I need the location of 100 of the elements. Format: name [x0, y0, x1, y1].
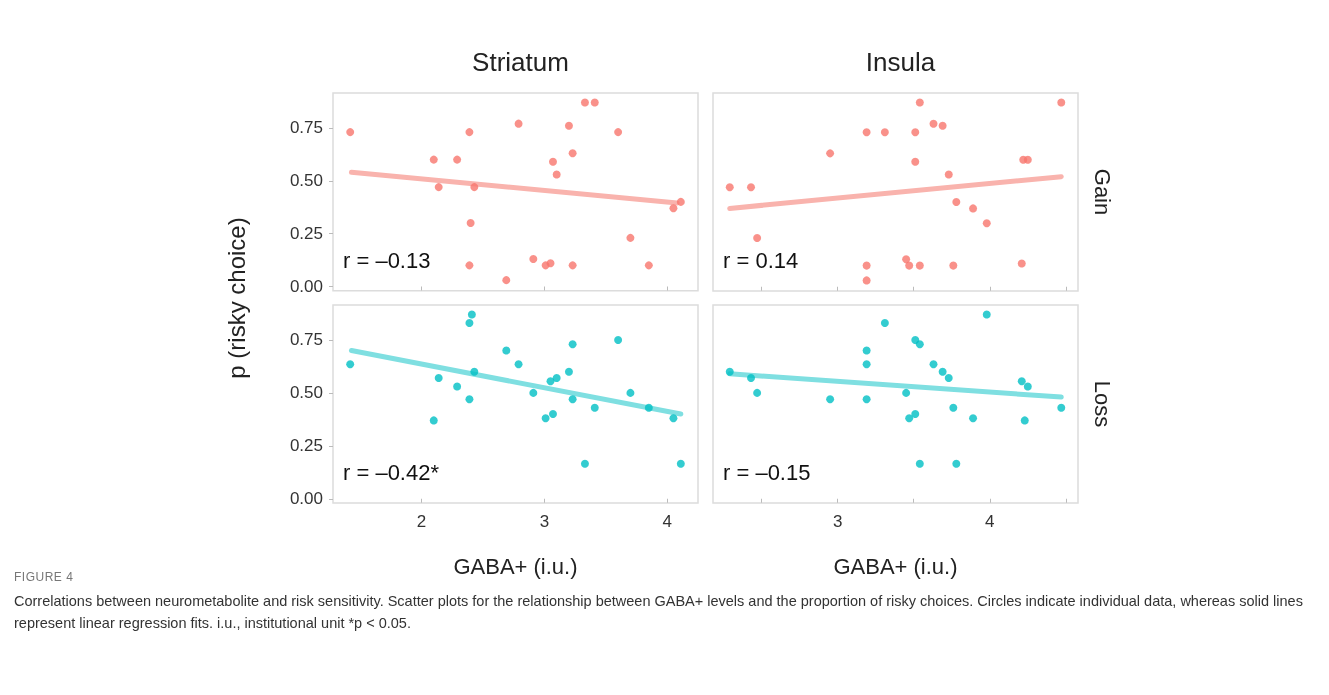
point [915, 459, 924, 468]
y-tick-label: 0.50 [289, 383, 323, 403]
y-tick-label: 0.75 [289, 118, 323, 138]
point [862, 261, 871, 270]
point [529, 388, 538, 397]
point [1057, 403, 1066, 412]
point [580, 459, 589, 468]
point [902, 388, 911, 397]
point [590, 403, 599, 412]
point [669, 414, 678, 423]
point [880, 319, 889, 327]
point [568, 149, 577, 158]
point [465, 261, 474, 270]
point [514, 360, 523, 369]
point [453, 155, 462, 164]
point [929, 119, 938, 128]
point [952, 198, 961, 207]
point [725, 183, 734, 192]
point [753, 388, 762, 397]
point [568, 395, 577, 404]
y-tick-label: 0.00 [289, 277, 323, 296]
point [905, 261, 914, 270]
point [1057, 98, 1066, 107]
point [548, 157, 557, 166]
point [862, 360, 871, 369]
y-tick-label: 0.25 [289, 224, 323, 244]
y-axis-title: p (risky choice) [223, 217, 251, 379]
point [465, 319, 474, 327]
point [949, 261, 958, 270]
y-tick-label: 0.00 [289, 489, 323, 509]
point [346, 360, 355, 369]
y-tick-label: 0.25 [289, 436, 323, 456]
chart-title: Insula [865, 47, 936, 77]
point [982, 310, 991, 319]
point [568, 261, 577, 270]
point [644, 403, 653, 412]
point [915, 261, 924, 270]
point [969, 204, 978, 213]
point [676, 197, 685, 206]
point [552, 170, 561, 179]
point [346, 128, 355, 137]
point [915, 98, 924, 107]
point [929, 360, 938, 369]
point [747, 183, 756, 192]
point [938, 367, 947, 376]
x-tick-label: 3 [539, 512, 550, 531]
point [938, 121, 947, 130]
y2-axis-title: Gain [1089, 168, 1115, 216]
point [880, 128, 889, 137]
point [429, 416, 438, 425]
x-axis-title: GABA+ (i.u.) [453, 553, 578, 579]
point [614, 335, 623, 344]
point [541, 414, 550, 423]
point [902, 255, 911, 264]
point [514, 119, 523, 128]
y2-axis-title: Loss [1089, 380, 1115, 428]
point [614, 128, 623, 137]
x-tick-label: 2 [416, 512, 427, 531]
point [434, 374, 443, 383]
x-tick-label: 3 [832, 512, 843, 531]
point [915, 340, 924, 349]
point [465, 128, 474, 137]
point [580, 98, 589, 107]
point [753, 234, 762, 243]
point [944, 374, 953, 383]
point [434, 183, 443, 192]
x-tick-label: 4 [662, 512, 673, 531]
x-tick-label: 4 [985, 512, 995, 531]
point [725, 367, 734, 376]
point [862, 276, 871, 285]
point [669, 204, 678, 213]
caption: FIGURE 4 [14, 570, 74, 584]
point [969, 414, 978, 423]
point [944, 170, 953, 179]
point [911, 410, 920, 419]
point [826, 149, 835, 158]
point [626, 233, 635, 242]
point [590, 98, 599, 107]
point [1023, 155, 1032, 164]
y-tick-label: 0.50 [289, 171, 323, 191]
point [1020, 416, 1029, 425]
point [1017, 259, 1026, 268]
point [1017, 377, 1026, 386]
point [467, 310, 476, 319]
point [862, 346, 871, 355]
point [862, 128, 871, 137]
y-tick-label: 0.75 [289, 330, 323, 350]
point [1023, 382, 1032, 391]
point [466, 219, 475, 228]
point [564, 367, 573, 376]
point [502, 346, 511, 355]
annotation: r = 0.14 [723, 247, 799, 273]
point [546, 259, 555, 268]
point [676, 459, 685, 468]
text: Correlations between neurometabolite and risk sensitivity. Scatter plots for the relationship between GABA+ levels and the proportion of risky choices. Circles indicate individual data, whereas solid lines represent linear regression fits. i.u., institutional unit *p < 0.05. [14, 592, 1304, 633]
point [911, 157, 920, 166]
x-axis-title: GABA+ (i.u.) [833, 553, 958, 579]
point [905, 414, 914, 423]
point [982, 219, 991, 228]
annotation: r = –0.15 [723, 459, 811, 485]
